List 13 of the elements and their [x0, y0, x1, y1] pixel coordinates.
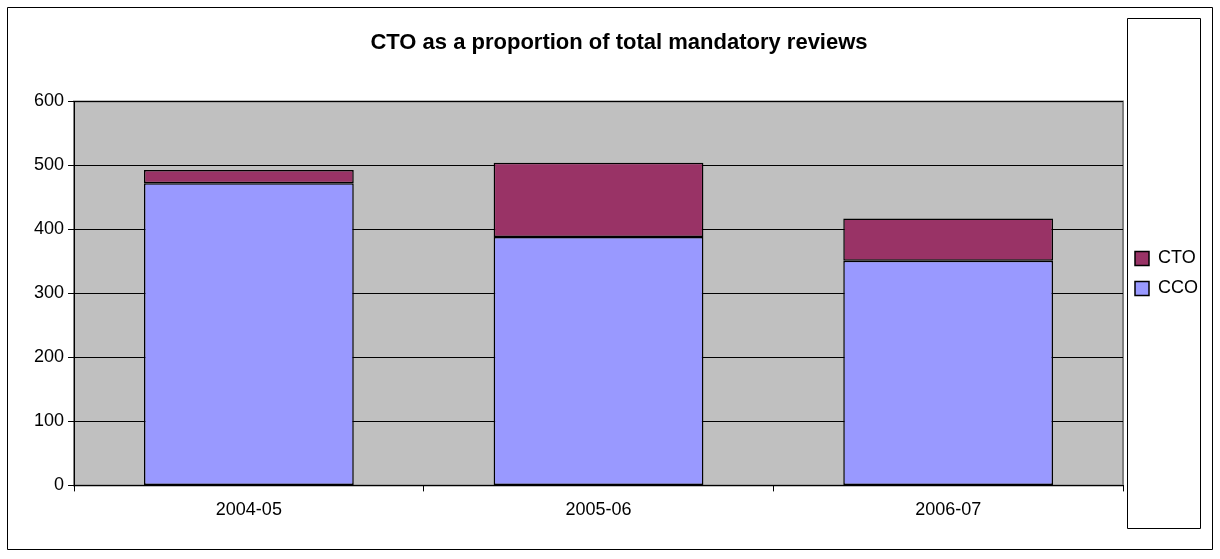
legend-label: CTO: [1158, 247, 1196, 268]
y-tick-label: 400: [33, 218, 65, 239]
y-tick-label: 600: [33, 90, 65, 111]
chart-title: CTO as a proportion of total mandatory reviews: [370, 29, 868, 55]
y-tick-label: 200: [33, 346, 65, 367]
x-tick-label: 2004-05: [215, 499, 282, 520]
y-tick-label: 300: [33, 282, 65, 303]
x-tick-label: 2006-07: [915, 499, 982, 520]
y-tick-label: 0: [54, 474, 65, 495]
legend-label: CCO: [1158, 277, 1198, 298]
y-tick-label: 100: [33, 410, 65, 431]
y-tick-label: 500: [33, 154, 65, 175]
x-tick-label: 2005-06: [565, 499, 632, 520]
